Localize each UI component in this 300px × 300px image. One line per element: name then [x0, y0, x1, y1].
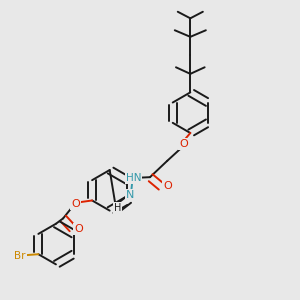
- Text: O: O: [179, 139, 188, 149]
- Text: N: N: [126, 190, 134, 200]
- Text: O: O: [163, 182, 172, 191]
- Text: O: O: [75, 224, 83, 234]
- Text: O: O: [71, 199, 80, 209]
- Text: HN: HN: [126, 173, 141, 183]
- Text: H: H: [114, 203, 122, 213]
- Text: Br: Br: [14, 251, 26, 261]
